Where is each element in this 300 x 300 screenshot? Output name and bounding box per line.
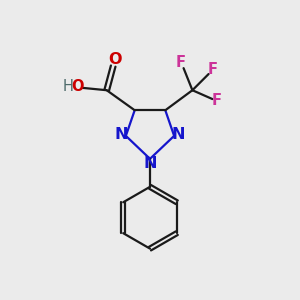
Text: H: H — [62, 79, 73, 94]
Text: F: F — [208, 62, 218, 77]
Text: F: F — [212, 93, 222, 108]
Text: O: O — [71, 79, 83, 94]
Text: N: N — [143, 156, 157, 171]
Text: N: N — [172, 128, 185, 142]
Text: F: F — [176, 55, 186, 70]
Text: N: N — [115, 128, 128, 142]
Text: O: O — [108, 52, 122, 67]
